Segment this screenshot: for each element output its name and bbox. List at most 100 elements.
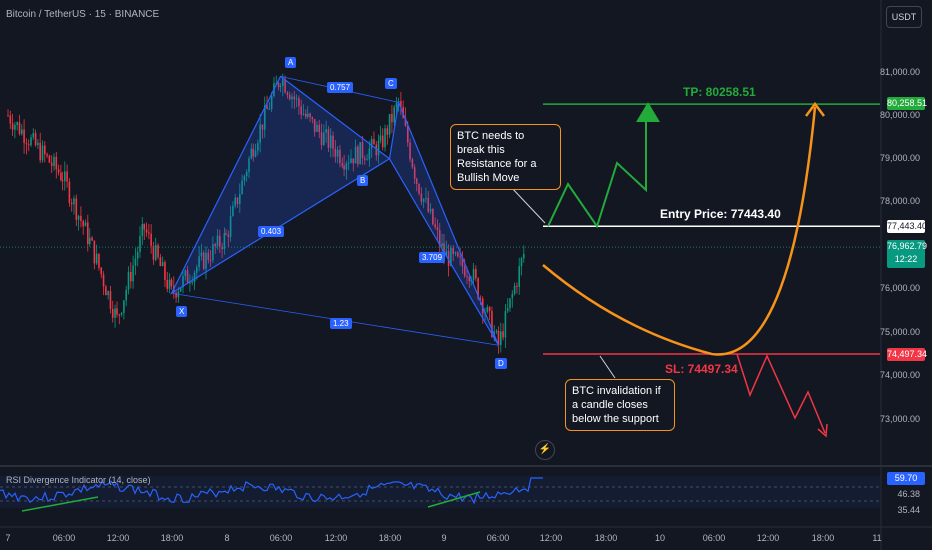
candle-body <box>80 215 82 221</box>
pattern-point-x[interactable]: X <box>176 306 188 317</box>
candle-body <box>495 330 498 333</box>
candle-body <box>434 224 436 228</box>
ratio-xa-ab[interactable]: 0.757 <box>327 82 354 93</box>
entry-label[interactable]: Entry Price: 77443.40 <box>660 207 781 221</box>
candle-body <box>352 158 355 164</box>
candle-body <box>150 233 152 246</box>
candle-body <box>57 169 60 173</box>
candle-body <box>125 289 127 301</box>
ratio-xb[interactable]: 0.403 <box>258 226 285 237</box>
candle-body <box>236 197 239 204</box>
candle-body <box>518 266 520 287</box>
ratio-bc-cd[interactable]: 3.709 <box>419 252 446 263</box>
candle-body <box>366 159 368 161</box>
candle-body <box>250 148 253 159</box>
current-price-tag: 76,962.79 12:22 <box>887 240 927 268</box>
candle-body <box>11 123 14 130</box>
candle-body <box>425 197 427 199</box>
candle-body <box>318 124 321 133</box>
candle-body <box>18 122 21 134</box>
time-tick: 06:00 <box>269 533 293 543</box>
candle-body <box>368 148 371 160</box>
candle-body <box>443 243 445 257</box>
pattern-triangle-xab <box>170 75 391 295</box>
candle-body <box>234 197 236 206</box>
bearish-path <box>736 353 826 434</box>
candle-body <box>229 215 232 237</box>
candle-body <box>161 262 164 266</box>
candle-body <box>284 79 286 93</box>
pattern-point-d[interactable]: D <box>495 358 507 369</box>
candle-body <box>354 146 357 164</box>
candle-body <box>120 312 123 315</box>
candle-body <box>457 252 459 257</box>
candle-body <box>506 308 509 312</box>
resistance-pointer <box>509 185 546 224</box>
candle-body <box>193 272 196 283</box>
candle-body <box>148 232 150 234</box>
candle-body <box>447 251 450 266</box>
candle-body <box>311 117 314 120</box>
lightning-icon[interactable]: ⚡ <box>535 440 555 460</box>
candle-body <box>118 314 121 316</box>
bullish-path <box>547 120 647 229</box>
candle-body <box>286 92 289 96</box>
candle-body <box>323 132 325 146</box>
pattern-point-b[interactable]: B <box>357 175 369 186</box>
candle-body <box>329 135 332 148</box>
candle-body <box>111 308 114 318</box>
candle-body <box>463 266 466 277</box>
time-tick: 18:00 <box>594 533 618 543</box>
candle-body <box>472 269 475 280</box>
candle-body <box>391 114 393 123</box>
candle-body <box>316 124 318 132</box>
ratio-xd[interactable]: 1.23 <box>330 318 352 329</box>
candle-body <box>259 124 261 143</box>
sl-label[interactable]: SL: 74497.34 <box>665 362 738 376</box>
bearish-arrow-icon <box>817 423 828 438</box>
candle-body <box>116 308 118 315</box>
invalidation-callout[interactable]: BTC invalidation if a candle closes belo… <box>565 379 675 431</box>
candle-body <box>429 208 432 212</box>
resistance-callout[interactable]: BTC needs to break this Resistance for a… <box>450 124 561 190</box>
rsi-value-tag: 59.70 <box>887 472 925 485</box>
candle-body <box>164 262 166 280</box>
candle-body <box>87 222 89 245</box>
candle-body <box>386 128 389 135</box>
candle-body <box>347 162 350 164</box>
currency-button[interactable]: USDT <box>886 6 922 28</box>
pattern-point-c[interactable]: C <box>385 78 397 89</box>
candle-body <box>248 158 250 172</box>
candle-body <box>91 237 93 241</box>
symbol-title[interactable]: Bitcoin / TetherUS · 15 · BINANCE <box>6 9 160 20</box>
candle-body <box>266 105 268 110</box>
candle-body <box>418 183 420 194</box>
candle-body <box>384 128 386 148</box>
candle-body <box>154 244 157 260</box>
rsi-title[interactable]: RSI Divergence Indicator (14, close) <box>6 475 151 485</box>
candle-body <box>268 108 271 110</box>
candle-body <box>107 291 109 296</box>
candle-body <box>400 101 402 107</box>
candle-body <box>34 133 37 146</box>
candle-body <box>130 271 132 282</box>
candle-body <box>339 149 341 164</box>
candle-body <box>44 145 46 155</box>
pattern-point-a[interactable]: A <box>285 57 297 68</box>
candle-body <box>55 156 58 170</box>
candle-body <box>504 311 507 338</box>
candle-body <box>502 331 504 338</box>
candle-body <box>14 124 16 130</box>
candle-body <box>75 198 78 220</box>
tp-label[interactable]: TP: 80258.51 <box>683 85 756 99</box>
projection-curve <box>542 106 817 356</box>
price-tick: 79,000.00 <box>879 153 920 163</box>
candle-body <box>441 243 443 246</box>
price-tick: 75,000.00 <box>879 327 920 337</box>
candle-body <box>48 155 51 163</box>
candle-body <box>50 162 53 166</box>
candle-body <box>363 158 366 160</box>
time-tick: 18:00 <box>378 533 402 543</box>
candle-body <box>223 233 226 250</box>
